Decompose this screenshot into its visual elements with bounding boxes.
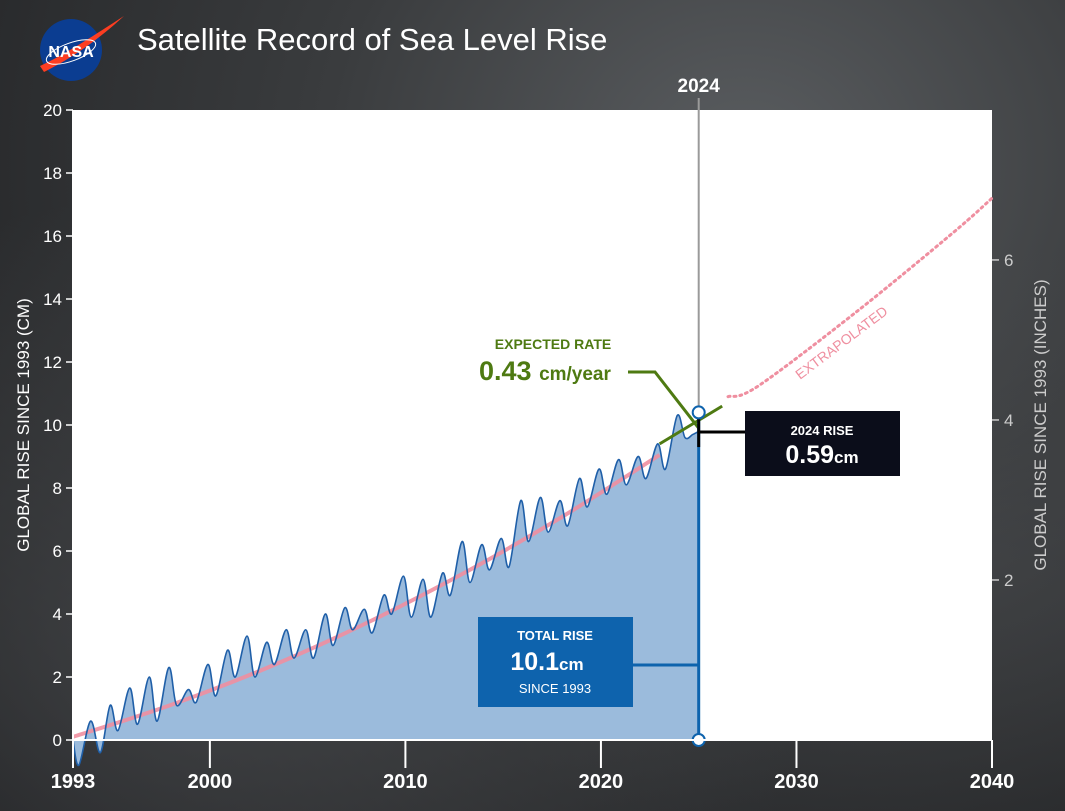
expected-rate-title: EXPECTED RATE (495, 336, 611, 352)
x-tick-label: 2030 (774, 771, 819, 793)
marker-top-circle (691, 405, 706, 420)
y-tick-label: 20 (43, 101, 62, 120)
rate-tangent-line (658, 404, 723, 446)
y-tick-label: 18 (43, 164, 62, 183)
y-tick-label: 4 (53, 605, 62, 624)
y-tick-label: 10 (43, 416, 62, 435)
y-tick-label: 6 (53, 542, 62, 561)
y-tick-label: 14 (43, 290, 62, 309)
total-rise-title: TOTAL RISE (517, 628, 593, 643)
total-rise-box (478, 617, 633, 707)
extrapolated-line (726, 196, 994, 399)
x-tick-label: 2040 (970, 771, 1015, 793)
y-tick-label: 2 (53, 668, 62, 687)
total-rise-since: SINCE 1993 (519, 681, 591, 696)
y-tick-label: 0 (53, 731, 62, 750)
rise-2024-title: 2024 RISE (791, 423, 854, 438)
rise-2024-value: 0.59cm (785, 441, 858, 469)
x-tick-label: 1993 (51, 771, 96, 793)
rise-2024-box (745, 411, 900, 476)
total-rise-value: 10.1cm (510, 648, 583, 676)
trend-line (72, 453, 661, 739)
observed-line (72, 414, 700, 767)
y-axis-right-label: GLOBAL RISE SINCE 1993 (INCHES) (1031, 279, 1050, 570)
rate-leader-line (628, 370, 700, 430)
y-tick-label: 16 (43, 227, 62, 246)
expected-rate-value: 0.43 cm/year (479, 356, 612, 386)
y-right-tick-label: 6 (1004, 251, 1013, 270)
marker-year-label: 2024 (678, 76, 721, 97)
x-tick-label: 2000 (188, 771, 233, 793)
nasa-logo: NASA (40, 16, 124, 81)
x-tick-label: 2020 (579, 771, 624, 793)
x-tick-label: 2010 (383, 771, 428, 793)
y-axis-label: GLOBAL RISE SINCE 1993 (CM) (14, 298, 33, 552)
y-tick-label: 12 (43, 353, 62, 372)
y-right-tick-label: 4 (1004, 411, 1013, 430)
chart-title: Satellite Record of Sea Level Rise (137, 22, 608, 57)
y-tick-label: 8 (53, 479, 62, 498)
y-right-tick-label: 2 (1004, 571, 1013, 590)
svg-text:NASA: NASA (48, 44, 94, 61)
